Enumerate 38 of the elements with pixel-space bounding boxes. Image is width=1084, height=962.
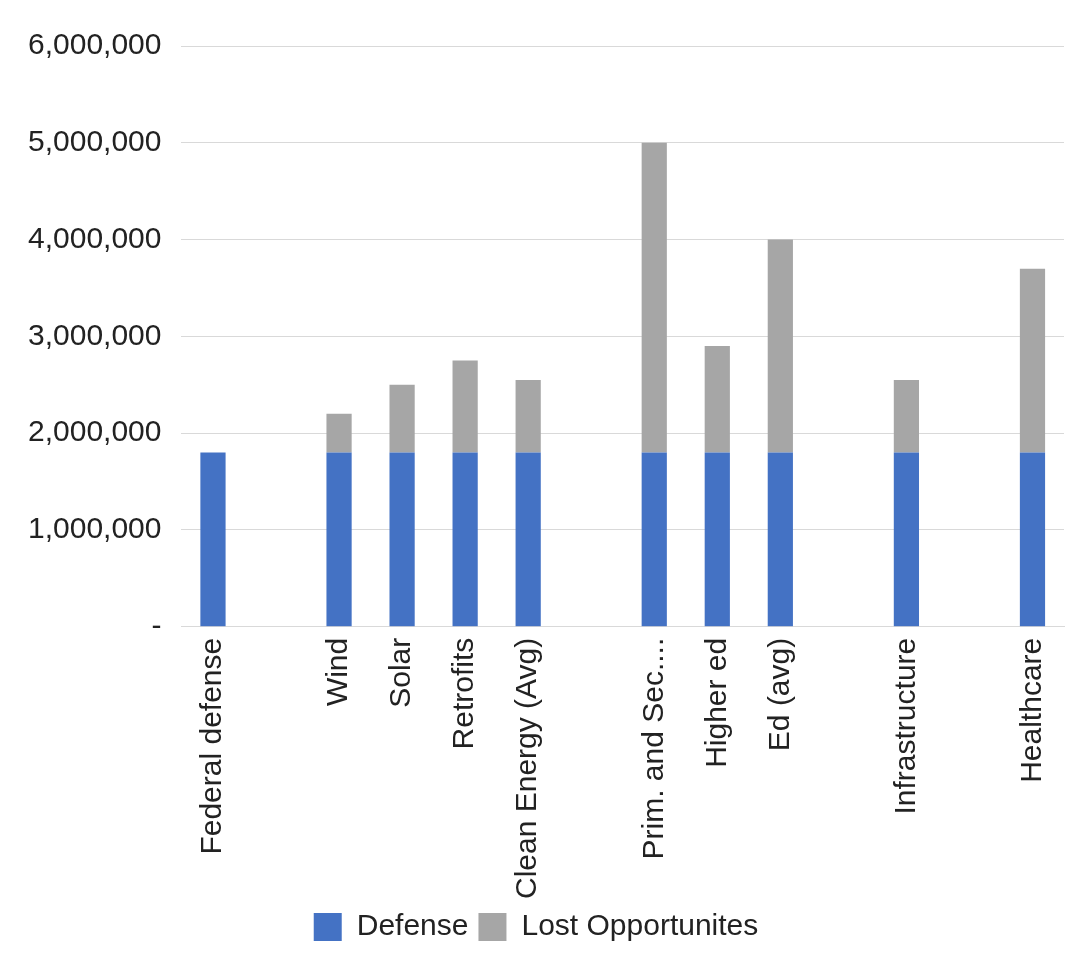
- bar: [389, 384, 415, 453]
- x-tick-label: Wind: [320, 637, 354, 707]
- legend-label: Lost Opportunites: [521, 908, 759, 942]
- bar: [893, 452, 920, 627]
- x-tick-label: Solar: [383, 637, 417, 708]
- x-tick-label: Clean Energy (Avg): [509, 637, 543, 900]
- y-tick-label: 4,000,000: [27, 220, 162, 254]
- y-tick-label: 1,000,000: [27, 511, 162, 545]
- bar: [767, 452, 793, 627]
- y-tick-label: 2,000,000: [27, 414, 162, 448]
- bar: [893, 379, 920, 453]
- x-tick-label: Federal defense: [194, 637, 228, 855]
- bar: [1019, 452, 1046, 627]
- bar: [200, 452, 226, 627]
- bar: [767, 239, 793, 453]
- bar: [515, 452, 541, 627]
- bar: [389, 452, 415, 627]
- bar: [1019, 268, 1046, 453]
- y-tick-label: 3,000,000: [27, 317, 162, 351]
- y-tick-label: 5,000,000: [27, 124, 162, 158]
- y-tick-label: 6,000,000: [27, 27, 162, 61]
- bar: [452, 452, 478, 627]
- bar: [641, 142, 667, 453]
- y-tick-label: -: [151, 608, 162, 642]
- x-tick-label: Higher ed: [698, 637, 732, 768]
- bar: [452, 360, 478, 453]
- x-tick-label: Retrofits: [446, 637, 480, 750]
- bar: [326, 452, 352, 627]
- x-tick-label: Infrastructure: [887, 637, 921, 815]
- legend-label: Defense: [356, 908, 469, 942]
- bar: [326, 413, 352, 453]
- bar: [704, 452, 730, 627]
- bar: [704, 346, 730, 453]
- x-tick-label: Ed (avg): [761, 637, 795, 752]
- x-tick-label: Prim. and Sec....: [635, 637, 669, 860]
- bar: [515, 379, 541, 453]
- x-tick-label: Healthcare: [1013, 637, 1047, 783]
- bar: [641, 452, 667, 627]
